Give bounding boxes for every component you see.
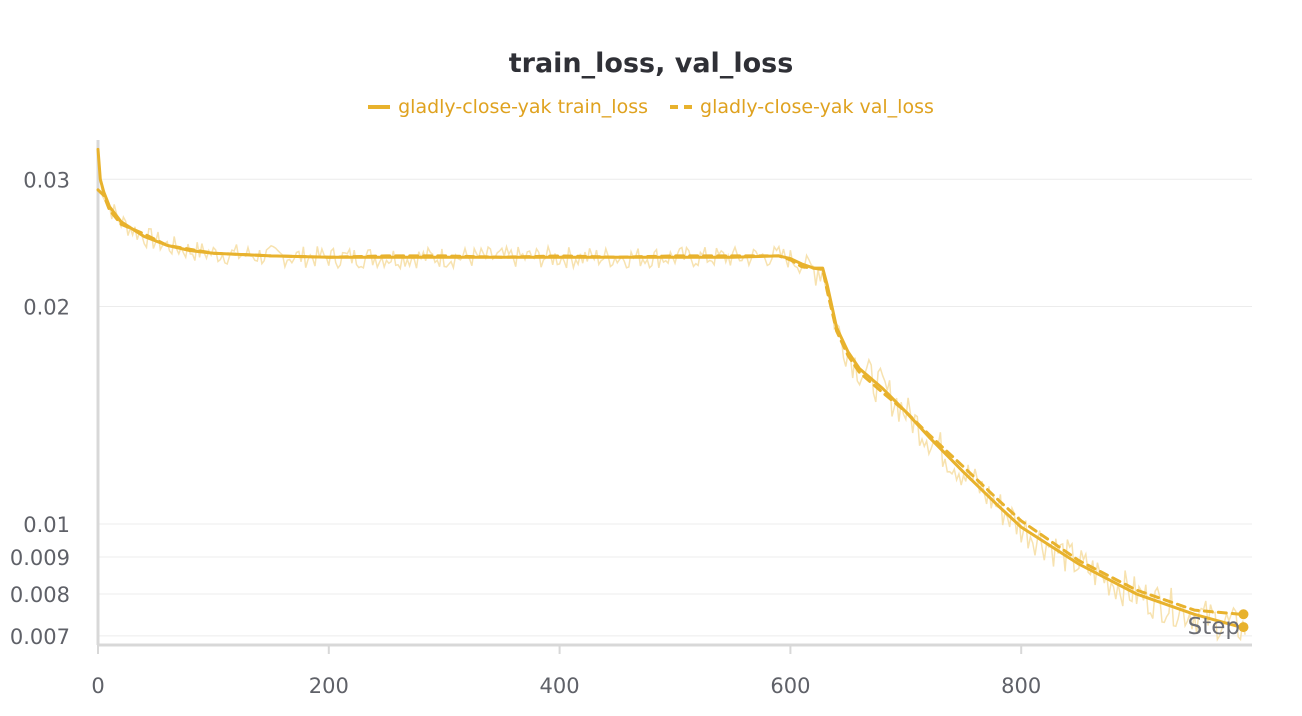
y-tick-label: 0.008 [10,583,70,607]
x-axis-title: Step [1188,614,1240,640]
x-tick-label: 400 [540,674,580,698]
x-tick-label: 0 [91,674,104,698]
y-tick-label: 0.01 [23,513,70,537]
raw-noise-trace [97,149,1246,642]
legend-swatch-dashed [670,105,693,109]
y-tick-label: 0.02 [23,295,70,319]
legend-item-train[interactable]: gladly-close-yak train_loss [368,96,648,118]
y-tick-label: 0.03 [23,168,70,192]
x-tick-label: 800 [1001,674,1041,698]
y-tick-label: 0.009 [10,546,70,570]
x-tick-label: 200 [309,674,349,698]
x-tick-label: 600 [770,674,810,698]
legend-swatch-solid [368,105,391,109]
legend: gladly-close-yak train_loss gladly-close… [0,96,1302,118]
legend-item-val[interactable]: gladly-close-yak val_loss [670,96,934,118]
y-tick-label: 0.007 [10,625,70,649]
endpoint-marker-val [1238,609,1249,620]
series-line-val-loss[interactable] [96,188,1242,616]
legend-label-train: gladly-close-yak train_loss [398,96,649,118]
endpoint-marker-train [1238,622,1249,633]
chart-title: train_loss, val_loss [508,48,794,79]
legend-label-val: gladly-close-yak val_loss [700,96,934,118]
